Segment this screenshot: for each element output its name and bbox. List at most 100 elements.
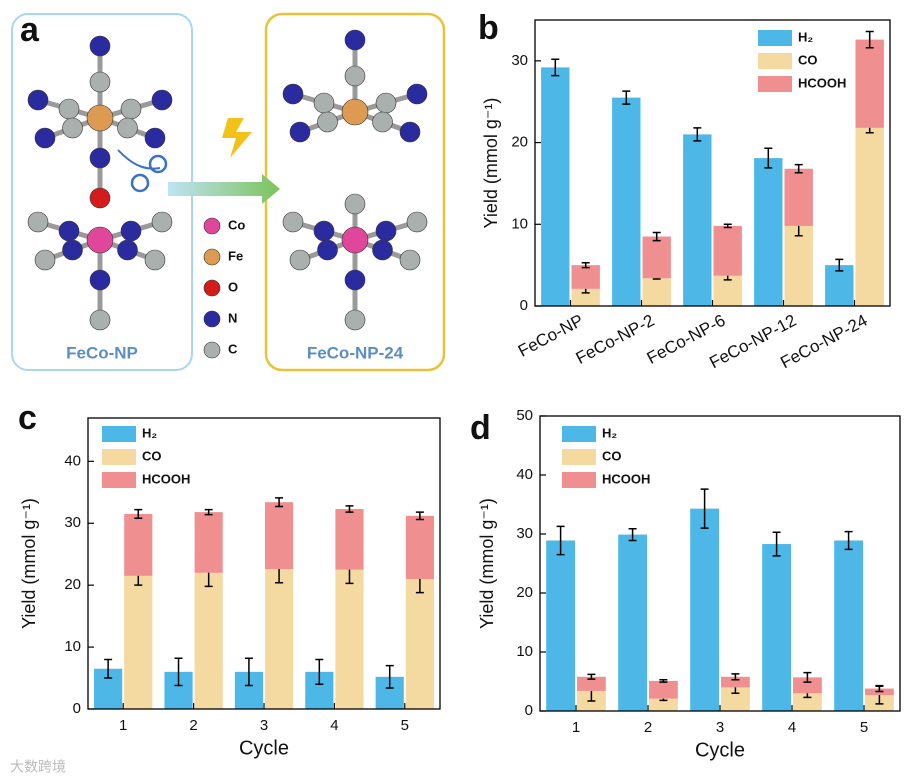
bar — [721, 687, 750, 711]
bar — [124, 575, 153, 709]
light-bolt — [222, 118, 252, 158]
bar — [690, 508, 719, 711]
bar — [405, 578, 434, 709]
bar — [793, 693, 822, 711]
plot-frame — [539, 415, 901, 712]
legend-label: HCOOH — [602, 471, 650, 486]
atom — [282, 83, 304, 105]
atom — [313, 92, 335, 114]
legend-atom — [203, 341, 221, 359]
legend-swatch — [102, 472, 136, 488]
bar — [265, 502, 294, 570]
legend-label: H₂ — [142, 425, 157, 440]
x-tick-label: 4 — [788, 719, 796, 736]
x-tick-label: FeCo-NP-2 — [573, 311, 658, 368]
x-tick-label: 4 — [330, 717, 338, 734]
diagram: a FeCo-NP FeCo-NP-24 大数跨境 Co Fe O N C — [10, 11, 446, 775]
atom — [89, 187, 111, 209]
atom — [144, 127, 166, 149]
bar — [784, 168, 813, 226]
legend-label: CO — [798, 52, 818, 67]
plot-frame — [534, 19, 891, 307]
legend-swatch — [758, 76, 792, 92]
error-bar — [345, 505, 354, 513]
error-bar — [628, 527, 637, 542]
error-bar — [772, 531, 781, 557]
atom — [58, 98, 80, 120]
panel-label: c — [18, 399, 37, 437]
error-bar — [622, 90, 631, 105]
y-tick-label: 30 — [516, 525, 533, 542]
atom — [317, 239, 338, 261]
legend-label: N — [228, 310, 237, 325]
atom — [34, 249, 56, 271]
panel-label: d — [470, 409, 491, 447]
bar — [834, 540, 863, 711]
error-bar — [104, 658, 113, 679]
bar — [335, 569, 364, 709]
scissors — [148, 154, 168, 174]
error-bar — [415, 511, 424, 521]
y-tick-label: 30 — [511, 52, 528, 69]
atom — [344, 65, 366, 87]
y-tick-label: 20 — [516, 584, 533, 601]
error-bar — [693, 127, 702, 142]
legend-swatch — [562, 426, 596, 442]
atom — [372, 111, 393, 133]
atom — [344, 269, 366, 291]
y-tick-label: 50 — [516, 407, 533, 424]
atom — [89, 35, 111, 57]
atom — [89, 269, 111, 291]
error-bar — [134, 508, 143, 520]
error-bar — [587, 673, 596, 680]
panel-label: a — [20, 11, 40, 49]
legend-label: HCOOH — [142, 471, 190, 486]
bar — [335, 509, 364, 570]
error-bar — [244, 657, 253, 687]
atom — [282, 211, 304, 233]
atom — [27, 211, 49, 233]
x-axis-label: Cycle — [239, 737, 289, 759]
error-bar — [835, 258, 844, 272]
panel-label: b — [478, 9, 499, 47]
plot-frame — [87, 417, 441, 710]
legend-label: H₂ — [602, 425, 617, 440]
bar — [762, 544, 791, 711]
error-bar — [204, 508, 213, 516]
atom — [399, 249, 421, 271]
x-tick-label: 2 — [189, 717, 197, 734]
atom — [89, 309, 111, 331]
error-bar — [556, 525, 565, 556]
atom — [120, 98, 142, 120]
atom — [86, 226, 114, 254]
atom — [289, 249, 311, 271]
error-bar — [174, 657, 183, 687]
bar — [405, 515, 434, 579]
atom — [344, 309, 366, 331]
x-tick-label: 5 — [860, 719, 868, 736]
bar — [754, 158, 783, 306]
legend-swatch — [562, 449, 596, 465]
atom — [399, 121, 421, 143]
y-axis-label: Yield (mmol g⁻¹) — [481, 98, 501, 229]
atom — [151, 211, 173, 233]
bar — [649, 680, 678, 699]
error-bar — [652, 231, 661, 242]
atom — [62, 239, 83, 261]
y-tick-label: 10 — [511, 215, 528, 232]
legend-swatch — [758, 53, 792, 69]
arrow — [168, 174, 280, 204]
chart: c 0 10 20 30 40 1 2 3 4 5 H₂ CO HCOOH Yield (mmol g⁻¹)… — [18, 399, 441, 759]
y-tick-label: 10 — [64, 638, 81, 655]
atom — [27, 89, 49, 111]
scissors — [130, 173, 150, 193]
bar — [713, 275, 742, 306]
bar — [571, 265, 600, 289]
x-tick-label: 3 — [260, 717, 268, 734]
error-bar — [865, 30, 874, 49]
bar — [194, 572, 223, 709]
bar — [649, 698, 678, 711]
atom — [117, 117, 138, 139]
bar — [265, 569, 294, 709]
